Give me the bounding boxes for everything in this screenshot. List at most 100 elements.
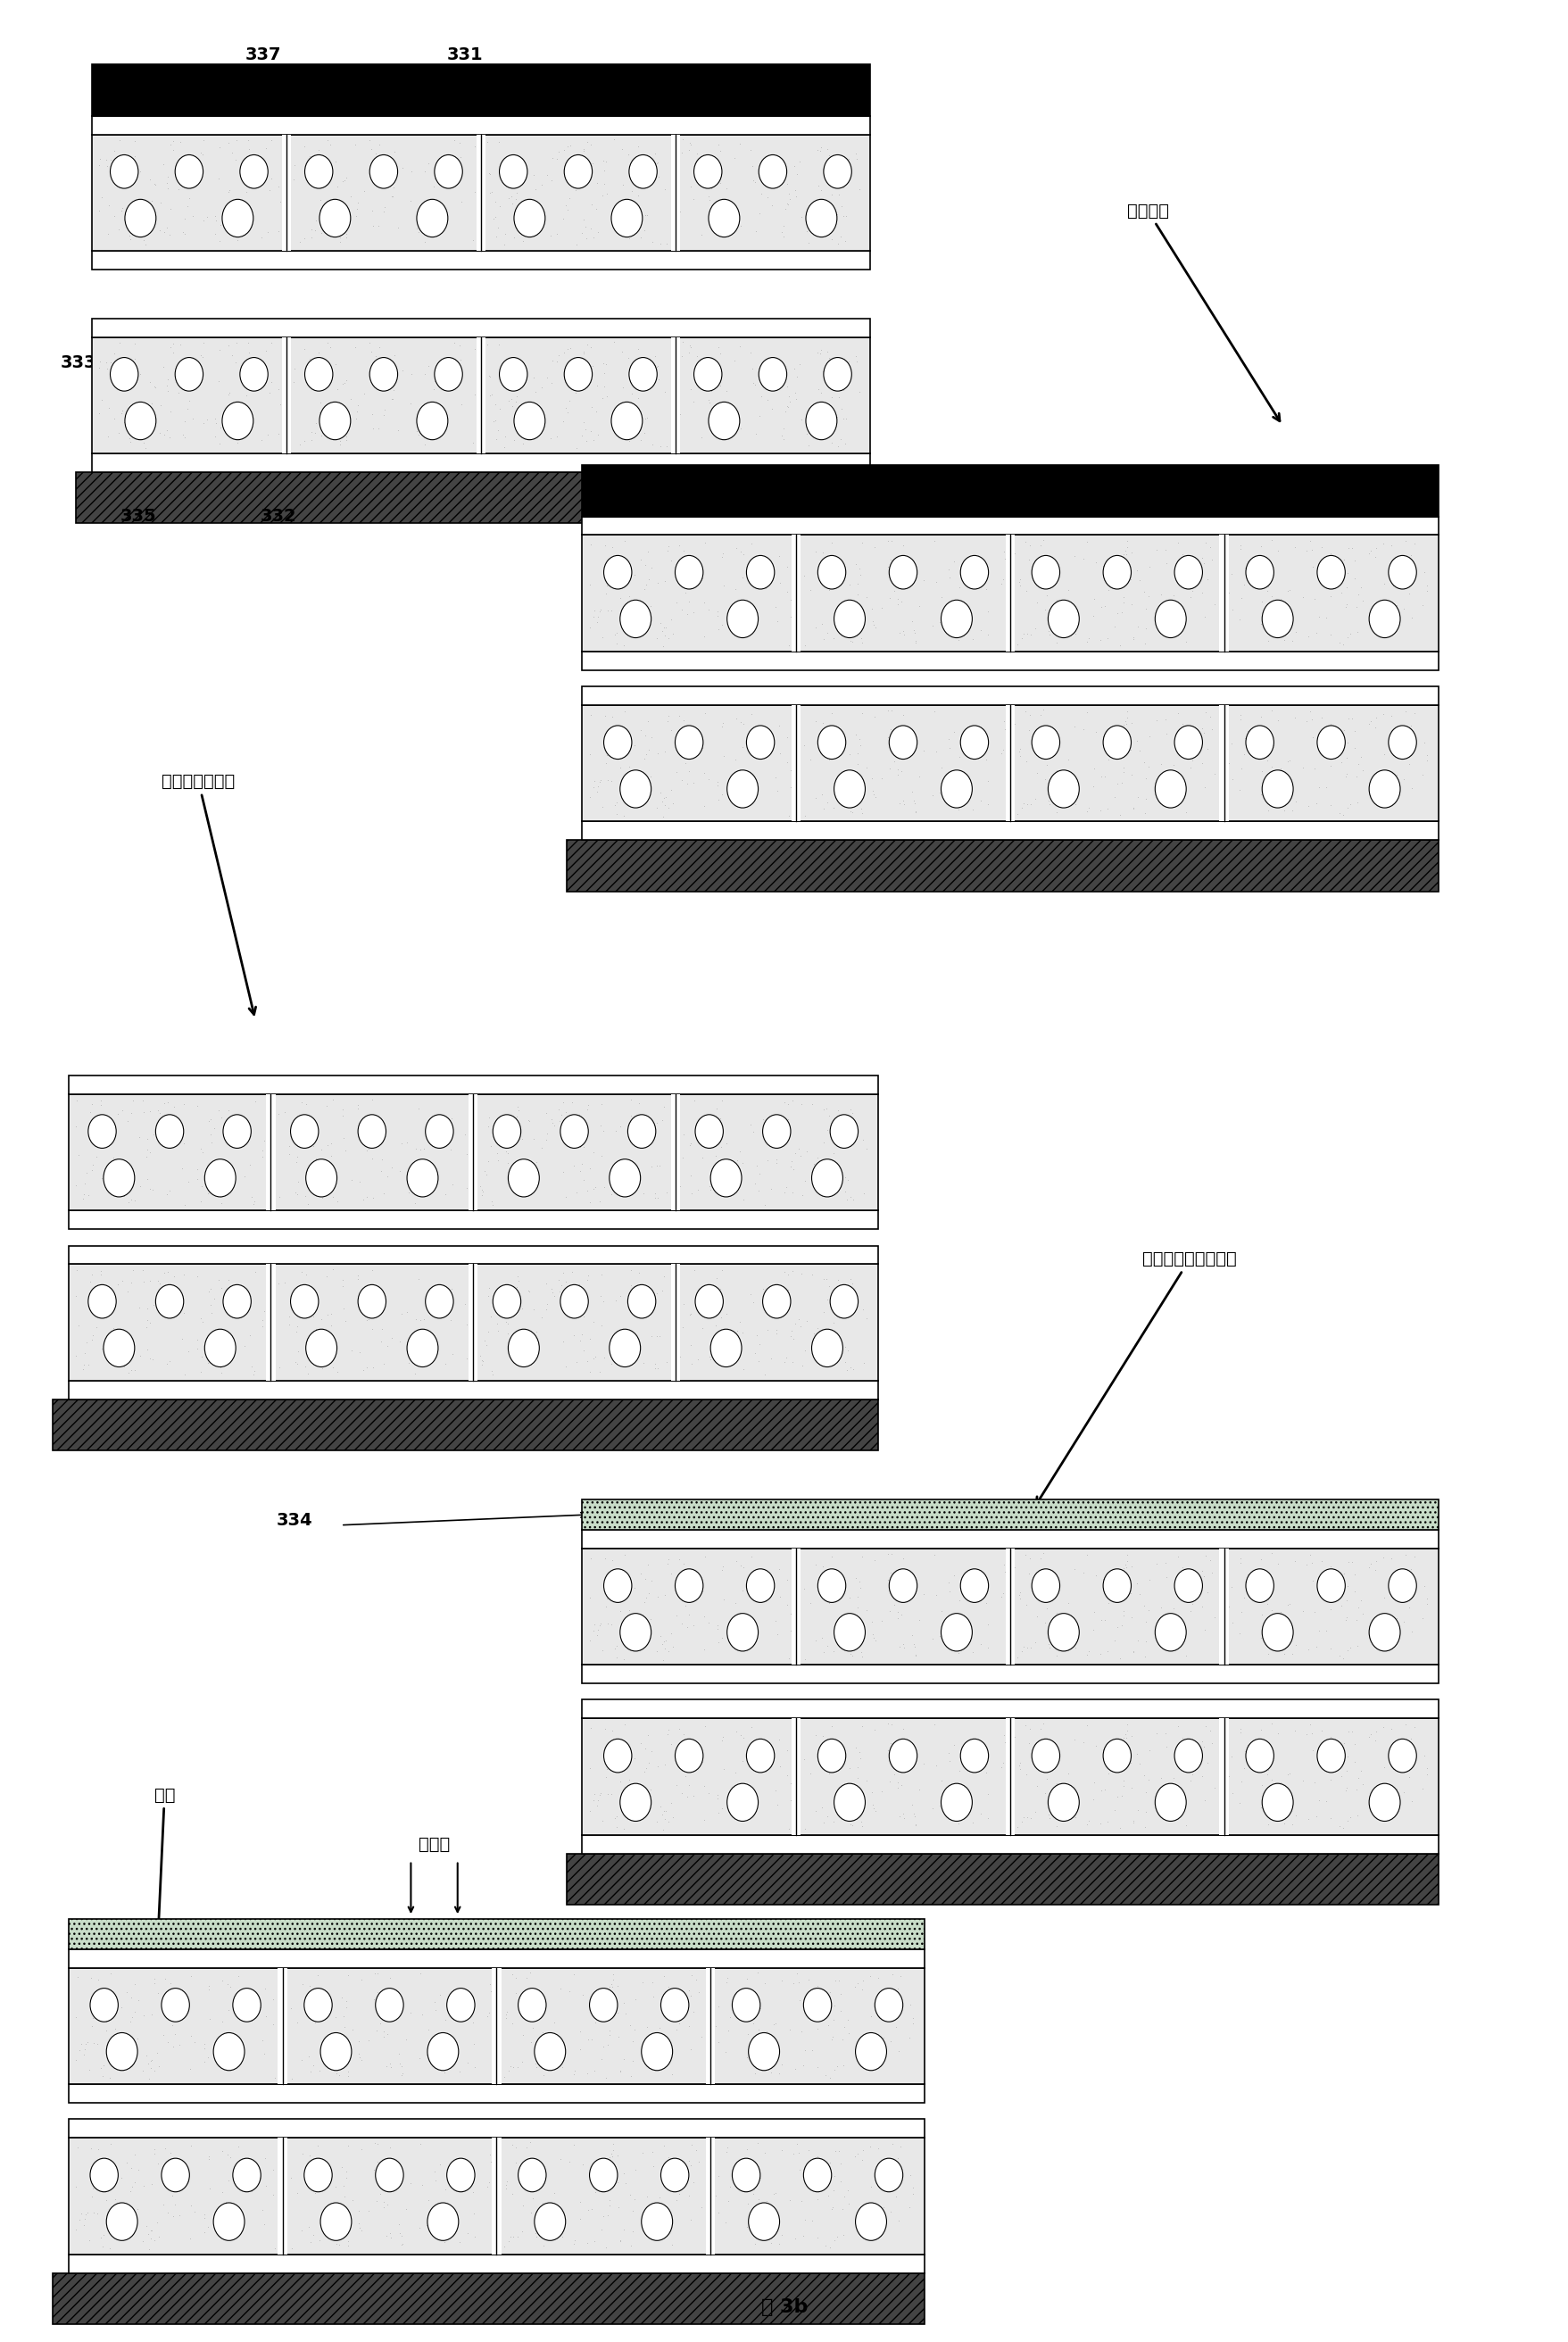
Point xyxy=(640,426,665,464)
Point xyxy=(775,548,800,586)
Point xyxy=(818,2021,844,2059)
Point xyxy=(1283,1625,1308,1663)
Point xyxy=(1267,1621,1292,1658)
Point xyxy=(748,176,773,213)
Point xyxy=(88,141,113,178)
Point xyxy=(282,1173,307,1211)
Point xyxy=(436,141,461,178)
Point xyxy=(96,1276,121,1314)
Point xyxy=(108,1988,133,2026)
Point xyxy=(284,1176,309,1213)
Point xyxy=(1126,1745,1151,1782)
Point xyxy=(265,213,290,251)
Point xyxy=(1367,1792,1392,1829)
Point xyxy=(141,1115,166,1152)
Point xyxy=(1148,576,1173,614)
Point xyxy=(359,1309,384,1347)
Point xyxy=(779,1344,804,1382)
Point xyxy=(196,1103,221,1141)
Point xyxy=(1030,1705,1055,1742)
Point xyxy=(742,2000,767,2038)
Point xyxy=(615,1157,640,1194)
Point xyxy=(831,1290,856,1328)
Point xyxy=(541,2005,566,2042)
Point xyxy=(307,192,332,230)
Point xyxy=(869,1602,894,1639)
Point xyxy=(834,1351,859,1389)
Point xyxy=(757,2225,782,2262)
Point xyxy=(643,337,668,375)
Point xyxy=(564,1173,590,1211)
Point xyxy=(1279,1635,1305,1672)
Point xyxy=(372,2012,397,2049)
Point xyxy=(651,2127,676,2164)
Point xyxy=(577,1150,602,1187)
Point xyxy=(717,602,742,639)
Point xyxy=(475,1276,500,1314)
Point xyxy=(306,2150,331,2187)
Point xyxy=(706,328,731,365)
Point xyxy=(155,412,180,450)
Point xyxy=(1179,1586,1204,1623)
Point xyxy=(1192,1707,1217,1745)
Point xyxy=(815,2176,840,2213)
Point xyxy=(271,1974,296,2012)
Point xyxy=(745,2009,770,2047)
Ellipse shape xyxy=(434,358,463,391)
Point xyxy=(602,735,627,773)
Point xyxy=(257,375,282,412)
Point xyxy=(1007,1576,1032,1614)
Point xyxy=(461,1171,486,1208)
Point xyxy=(568,1321,593,1358)
Point xyxy=(707,365,732,403)
Point xyxy=(387,1323,412,1361)
Point xyxy=(260,1981,285,2019)
Ellipse shape xyxy=(508,1330,539,1368)
Point xyxy=(172,419,198,457)
Point xyxy=(270,2199,295,2237)
Point xyxy=(118,220,143,258)
Point xyxy=(494,2169,519,2206)
Point xyxy=(574,1173,599,1211)
Point xyxy=(927,604,952,642)
Point xyxy=(285,1269,310,1307)
Point xyxy=(610,166,635,204)
Point xyxy=(522,2216,547,2253)
Point xyxy=(582,2223,607,2260)
Point xyxy=(920,1789,946,1827)
Point xyxy=(387,2155,412,2192)
Point xyxy=(547,2141,572,2178)
Point xyxy=(416,145,441,183)
Point xyxy=(334,2159,359,2197)
Point xyxy=(644,1316,670,1354)
Point xyxy=(96,1295,121,1333)
Point xyxy=(485,2201,510,2239)
Point xyxy=(1094,789,1120,827)
Point xyxy=(833,197,858,234)
Point xyxy=(549,1096,574,1134)
Point xyxy=(652,787,677,824)
Point xyxy=(162,1995,187,2033)
Point xyxy=(207,2218,232,2255)
Ellipse shape xyxy=(746,726,775,759)
Point xyxy=(975,785,1000,822)
Point xyxy=(1189,1756,1214,1794)
Point xyxy=(1397,536,1422,574)
Point xyxy=(655,703,681,740)
Point xyxy=(789,1176,814,1213)
Point xyxy=(191,2197,216,2234)
Point xyxy=(89,2169,114,2206)
Point xyxy=(665,1974,690,2012)
Point xyxy=(434,349,459,386)
Point xyxy=(1383,1562,1408,1600)
Point xyxy=(754,1141,779,1178)
Point xyxy=(284,1344,309,1382)
Point xyxy=(818,220,844,258)
Point xyxy=(814,1316,839,1354)
Point xyxy=(379,1150,405,1187)
Point xyxy=(205,2047,230,2084)
Point xyxy=(655,1803,681,1841)
Ellipse shape xyxy=(240,155,268,187)
Point xyxy=(1010,1803,1035,1841)
Point xyxy=(604,1808,629,1845)
